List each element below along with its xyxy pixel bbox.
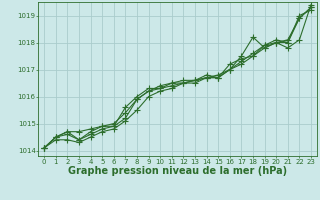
X-axis label: Graphe pression niveau de la mer (hPa): Graphe pression niveau de la mer (hPa) (68, 166, 287, 176)
